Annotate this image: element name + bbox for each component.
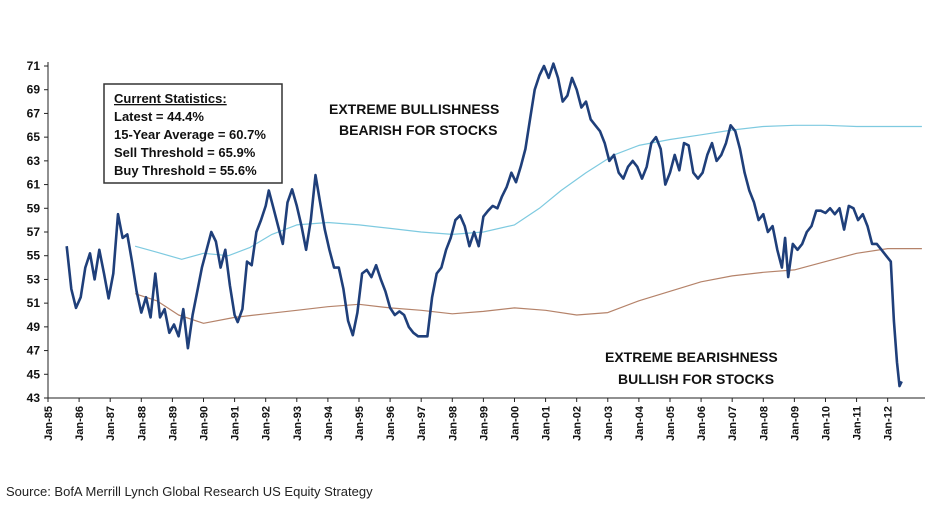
x-tick-label: Jan-88 [136,406,148,441]
stats-heading: Current Statistics: [114,91,227,106]
x-tick-label: Jan-06 [696,406,708,441]
y-tick-label: 61 [27,178,41,192]
x-tick-label: Jan-98 [447,406,459,441]
x-tick-label: Jan-94 [323,405,335,441]
x-tick-label: Jan-05 [665,406,677,441]
x-tick-label: Jan-08 [758,406,770,441]
x-tick-label: Jan-11 [852,406,864,440]
stats-latest: Latest = 44.4% [114,109,204,124]
y-tick-label: 57 [27,225,41,239]
x-tick-label: Jan-91 [230,406,242,441]
x-tick-label: Jan-96 [385,406,397,441]
y-tick-label: 63 [27,154,41,168]
x-tick-label: Jan-01 [541,406,553,441]
annotation-bearish-for-stocks: BEARISH FOR STOCKS [339,122,497,138]
stats-box: Current Statistics: Latest = 44.4% 15-Ye… [103,83,283,184]
series-line-sell-side-indicator [65,62,903,388]
y-tick-label: 55 [27,249,41,263]
y-tick-label: 43 [27,391,41,405]
stats-average: 15-Year Average = 60.7% [114,127,266,142]
x-tick-label: Jan-04 [634,405,646,441]
x-tick-label: Jan-12 [883,406,895,441]
annotation-extreme-bearishness: EXTREME BEARISHNESS [605,349,778,365]
x-tick-label: Jan-85 [43,406,55,441]
x-tick-label: Jan-87 [105,406,117,441]
y-tick-label: 51 [27,296,41,310]
x-tick-label: Jan-07 [727,406,739,441]
x-tick-label: Jan-03 [603,406,615,441]
x-tick-label: Jan-09 [789,406,801,441]
x-tick-label: Jan-89 [167,406,179,441]
stats-buy-threshold: Buy Threshold = 55.6% [114,163,257,178]
stats-box-frame [103,83,283,184]
y-tick-label: 67 [27,106,41,120]
y-tick-label: 69 [27,83,41,97]
source-note: Source: BofA Merrill Lynch Global Resear… [6,484,373,499]
y-tick-label: 45 [27,367,41,381]
y-tick-label: 65 [27,130,41,144]
x-tick-label: Jan-10 [820,406,832,441]
x-tick-label: Jan-00 [509,406,521,441]
y-tick-label: 71 [27,59,41,73]
x-axis: Jan-85 Jan-86 Jan-87 Jan-88 Jan-89 Jan-90 Jan-… [43,397,925,441]
series-line-fifteen-year-average [134,124,922,260]
x-tick-label: Jan-02 [572,406,584,441]
x-tick-label: Jan-95 [354,406,366,441]
stats-sell-threshold: Sell Threshold = 65.9% [114,145,256,160]
x-tick-label: Jan-99 [478,406,490,441]
y-tick-label: 53 [27,272,41,286]
annotation-bullish-for-stocks: BULLISH FOR STOCKS [618,371,774,387]
x-tick-label: Jan-86 [74,406,86,441]
y-tick-label: 49 [27,320,41,334]
annotation-extreme-bullishness: EXTREME BULLISHNESS [329,101,499,117]
y-axis: 43 45 47 49 51 53 55 57 59 61 63 65 67 69 71 [27,59,49,405]
x-tick-label: Jan-90 [198,406,210,441]
x-tick-label: Jan-92 [261,406,273,441]
series-layer [65,62,922,388]
y-tick-label: 59 [27,201,41,215]
x-tick-label: Jan-97 [416,406,428,441]
series-line-buy-threshold-history [134,248,922,324]
y-tick-label: 47 [27,344,41,358]
x-tick-label: Jan-93 [292,406,304,441]
